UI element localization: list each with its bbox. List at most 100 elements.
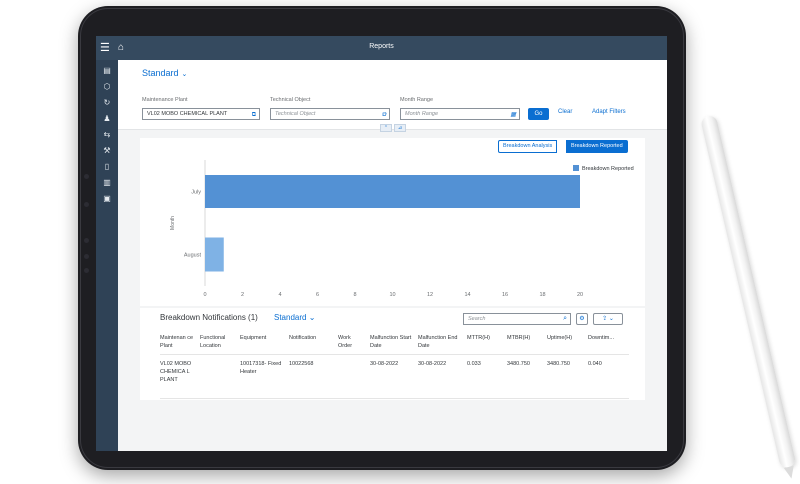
x-tick-label: 6 (316, 292, 319, 298)
x-tick-label: 2 (241, 292, 244, 298)
stylus-pencil (700, 114, 797, 469)
chevron-down-icon: ⌄ (181, 71, 188, 78)
header-divider (160, 354, 629, 355)
column-header[interactable]: Work Order (338, 335, 353, 349)
row-divider (160, 398, 629, 399)
filter-bar: Standard ⌄ Maintenance Plant VL02 MOBO CH… (118, 60, 667, 132)
side-button (84, 174, 89, 179)
table-title: Breakdown Notifications (1) (160, 313, 258, 322)
table-cell: 30-08-2022 (370, 361, 399, 367)
column-header[interactable]: Maintenan ce Plant (160, 335, 194, 349)
menu-icon[interactable]: ☰ (100, 42, 110, 54)
column-header[interactable]: MTTR(H) (467, 335, 490, 341)
table-cell: 3480.750 (507, 361, 530, 367)
tablet-bezel (80, 8, 684, 468)
table-variant-selector[interactable]: Standard ⌄ (274, 313, 315, 322)
camera-dot (84, 238, 89, 243)
adapt-filters-button[interactable]: Adapt Filters (592, 109, 626, 115)
chart-card: Breakdown Analysis Breakdown Reported Ju… (140, 138, 645, 306)
x-tick-label: 0 (203, 292, 206, 298)
variant-selector[interactable]: Standard ⌄ (142, 68, 187, 78)
bar-august (205, 237, 224, 272)
table-cell: 3480.750 (547, 361, 570, 367)
clear-button[interactable]: Clear (558, 109, 573, 115)
x-tick-label: 18 (539, 292, 545, 298)
main-content: Standard ⌄ Maintenance Plant VL02 MOBO CH… (118, 60, 667, 451)
x-tick-label: 20 (577, 292, 583, 298)
search-icon[interactable]: ⌕ (563, 315, 567, 322)
refresh-icon[interactable]: ↻ (103, 98, 111, 107)
technical-object-label: Technical Object (270, 97, 311, 103)
user-icon[interactable]: ♟ (103, 114, 111, 123)
cube-icon[interactable]: ⬡ (103, 82, 111, 91)
table-cell: VL02 MOBO CHEMICA L PLANT (160, 361, 192, 383)
category-label: July (191, 190, 201, 196)
column-header[interactable]: Equipment (240, 335, 267, 341)
side-navigation: ▤ ⬡ ↻ ♟ ⇆ ⚒ ▯ ▥ ▣ (96, 60, 118, 451)
overview-icon[interactable]: ▤ (103, 66, 111, 75)
table-cell: 0.040 (588, 361, 602, 367)
category-label: August (184, 253, 202, 259)
report-icon[interactable]: ▣ (103, 194, 111, 203)
search-placeholder: Search (468, 316, 486, 322)
column-header[interactable]: MTBR(H) (507, 335, 531, 341)
side-button (84, 254, 89, 259)
column-header[interactable]: Malfunction Start Date (370, 335, 412, 349)
chevron-down-icon: ⌄ (608, 316, 614, 322)
export-icon: ⇪ (602, 316, 608, 322)
document-icon[interactable]: ▯ (104, 162, 110, 171)
column-header[interactable]: Notification (289, 335, 317, 341)
bar-july (205, 175, 580, 208)
home-icon[interactable]: ⌂ (118, 42, 125, 53)
side-button (84, 202, 89, 207)
bar-chart: July August 0 2 4 6 8 10 12 14 16 18 20 Month Breakdow… (170, 160, 634, 298)
x-tick-label: 10 (389, 292, 395, 298)
notifications-table: Breakdown Notifications (1) Standard ⌄ S… (140, 308, 645, 400)
column-header[interactable]: Malfunction End Date (418, 335, 458, 349)
plant-label: Maintenance Plant (142, 97, 188, 103)
table-cell: 10017318- Fixed Heater (240, 361, 282, 375)
calendar-icon[interactable]: ▦ (510, 112, 516, 118)
x-tick-label: 14 (464, 292, 470, 298)
variant-label: Standard (142, 68, 179, 78)
legend-label: Breakdown Reported (582, 166, 634, 172)
x-tick-label: 16 (502, 292, 508, 298)
value-help-icon[interactable]: ⧉ (381, 112, 386, 118)
value-help-icon[interactable]: ⧉ (251, 112, 256, 118)
month-range-label: Month Range (400, 97, 434, 103)
collapse-header-icon[interactable]: ⌃ (380, 124, 392, 132)
breakdown-reported-toggle[interactable]: Breakdown Reported (566, 140, 628, 153)
column-header[interactable]: Functional Location (200, 335, 226, 349)
x-tick-label: 4 (278, 292, 281, 298)
workflow-icon[interactable]: ⇆ (103, 130, 111, 139)
tools-icon[interactable]: ⚒ (103, 146, 111, 155)
search-input[interactable]: Search ⌕ (463, 313, 571, 325)
technical-object-placeholder: Technical Object (275, 111, 316, 117)
table-cell: 10022568 (289, 361, 314, 367)
plant-value: VL02 MOBO CHEMICAL PLANT (147, 111, 228, 117)
plant-input[interactable]: VL02 MOBO CHEMICAL PLANT ⧉ (142, 108, 260, 120)
settings-icon[interactable]: ⚙ (576, 313, 588, 325)
shell-title: Reports (369, 43, 394, 50)
column-header[interactable]: Downtim... (588, 335, 614, 341)
shell-bar: ☰ ⌂ Reports (96, 36, 667, 60)
app-screen: ☰ ⌂ Reports ▤ ⬡ ↻ ♟ ⇆ ⚒ ▯ ▥ ▣ Standard ⌄ … (96, 36, 667, 451)
table-cell: 30-08-2022 (418, 361, 447, 367)
breakdown-analysis-toggle[interactable]: Breakdown Analysis (498, 140, 558, 153)
y-axis-title: Month (170, 216, 176, 230)
export-button[interactable]: ⇪ ⌄ (593, 313, 623, 325)
x-tick-label: 8 (353, 292, 356, 298)
chevron-down-icon: ⌄ (308, 313, 316, 322)
table-cell: 0.033 (467, 361, 481, 367)
go-button[interactable]: Go (528, 108, 549, 120)
month-range-placeholder: Month Range (405, 111, 439, 117)
x-tick-label: 12 (427, 292, 433, 298)
table-variant-label: Standard (274, 313, 307, 322)
side-button (84, 268, 89, 273)
month-range-input[interactable]: Month Range ▦ (400, 108, 520, 120)
chart-icon[interactable]: ▥ (103, 178, 111, 187)
legend-swatch (573, 165, 579, 171)
technical-object-input[interactable]: Technical Object ⧉ (270, 108, 390, 120)
column-header[interactable]: Uptime(H) (547, 335, 573, 341)
pin-header-icon[interactable]: ⊿ (394, 124, 406, 132)
